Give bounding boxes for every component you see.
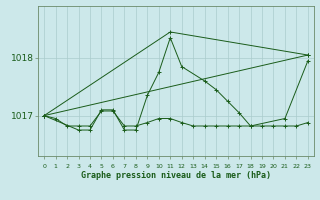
X-axis label: Graphe pression niveau de la mer (hPa): Graphe pression niveau de la mer (hPa): [81, 171, 271, 180]
